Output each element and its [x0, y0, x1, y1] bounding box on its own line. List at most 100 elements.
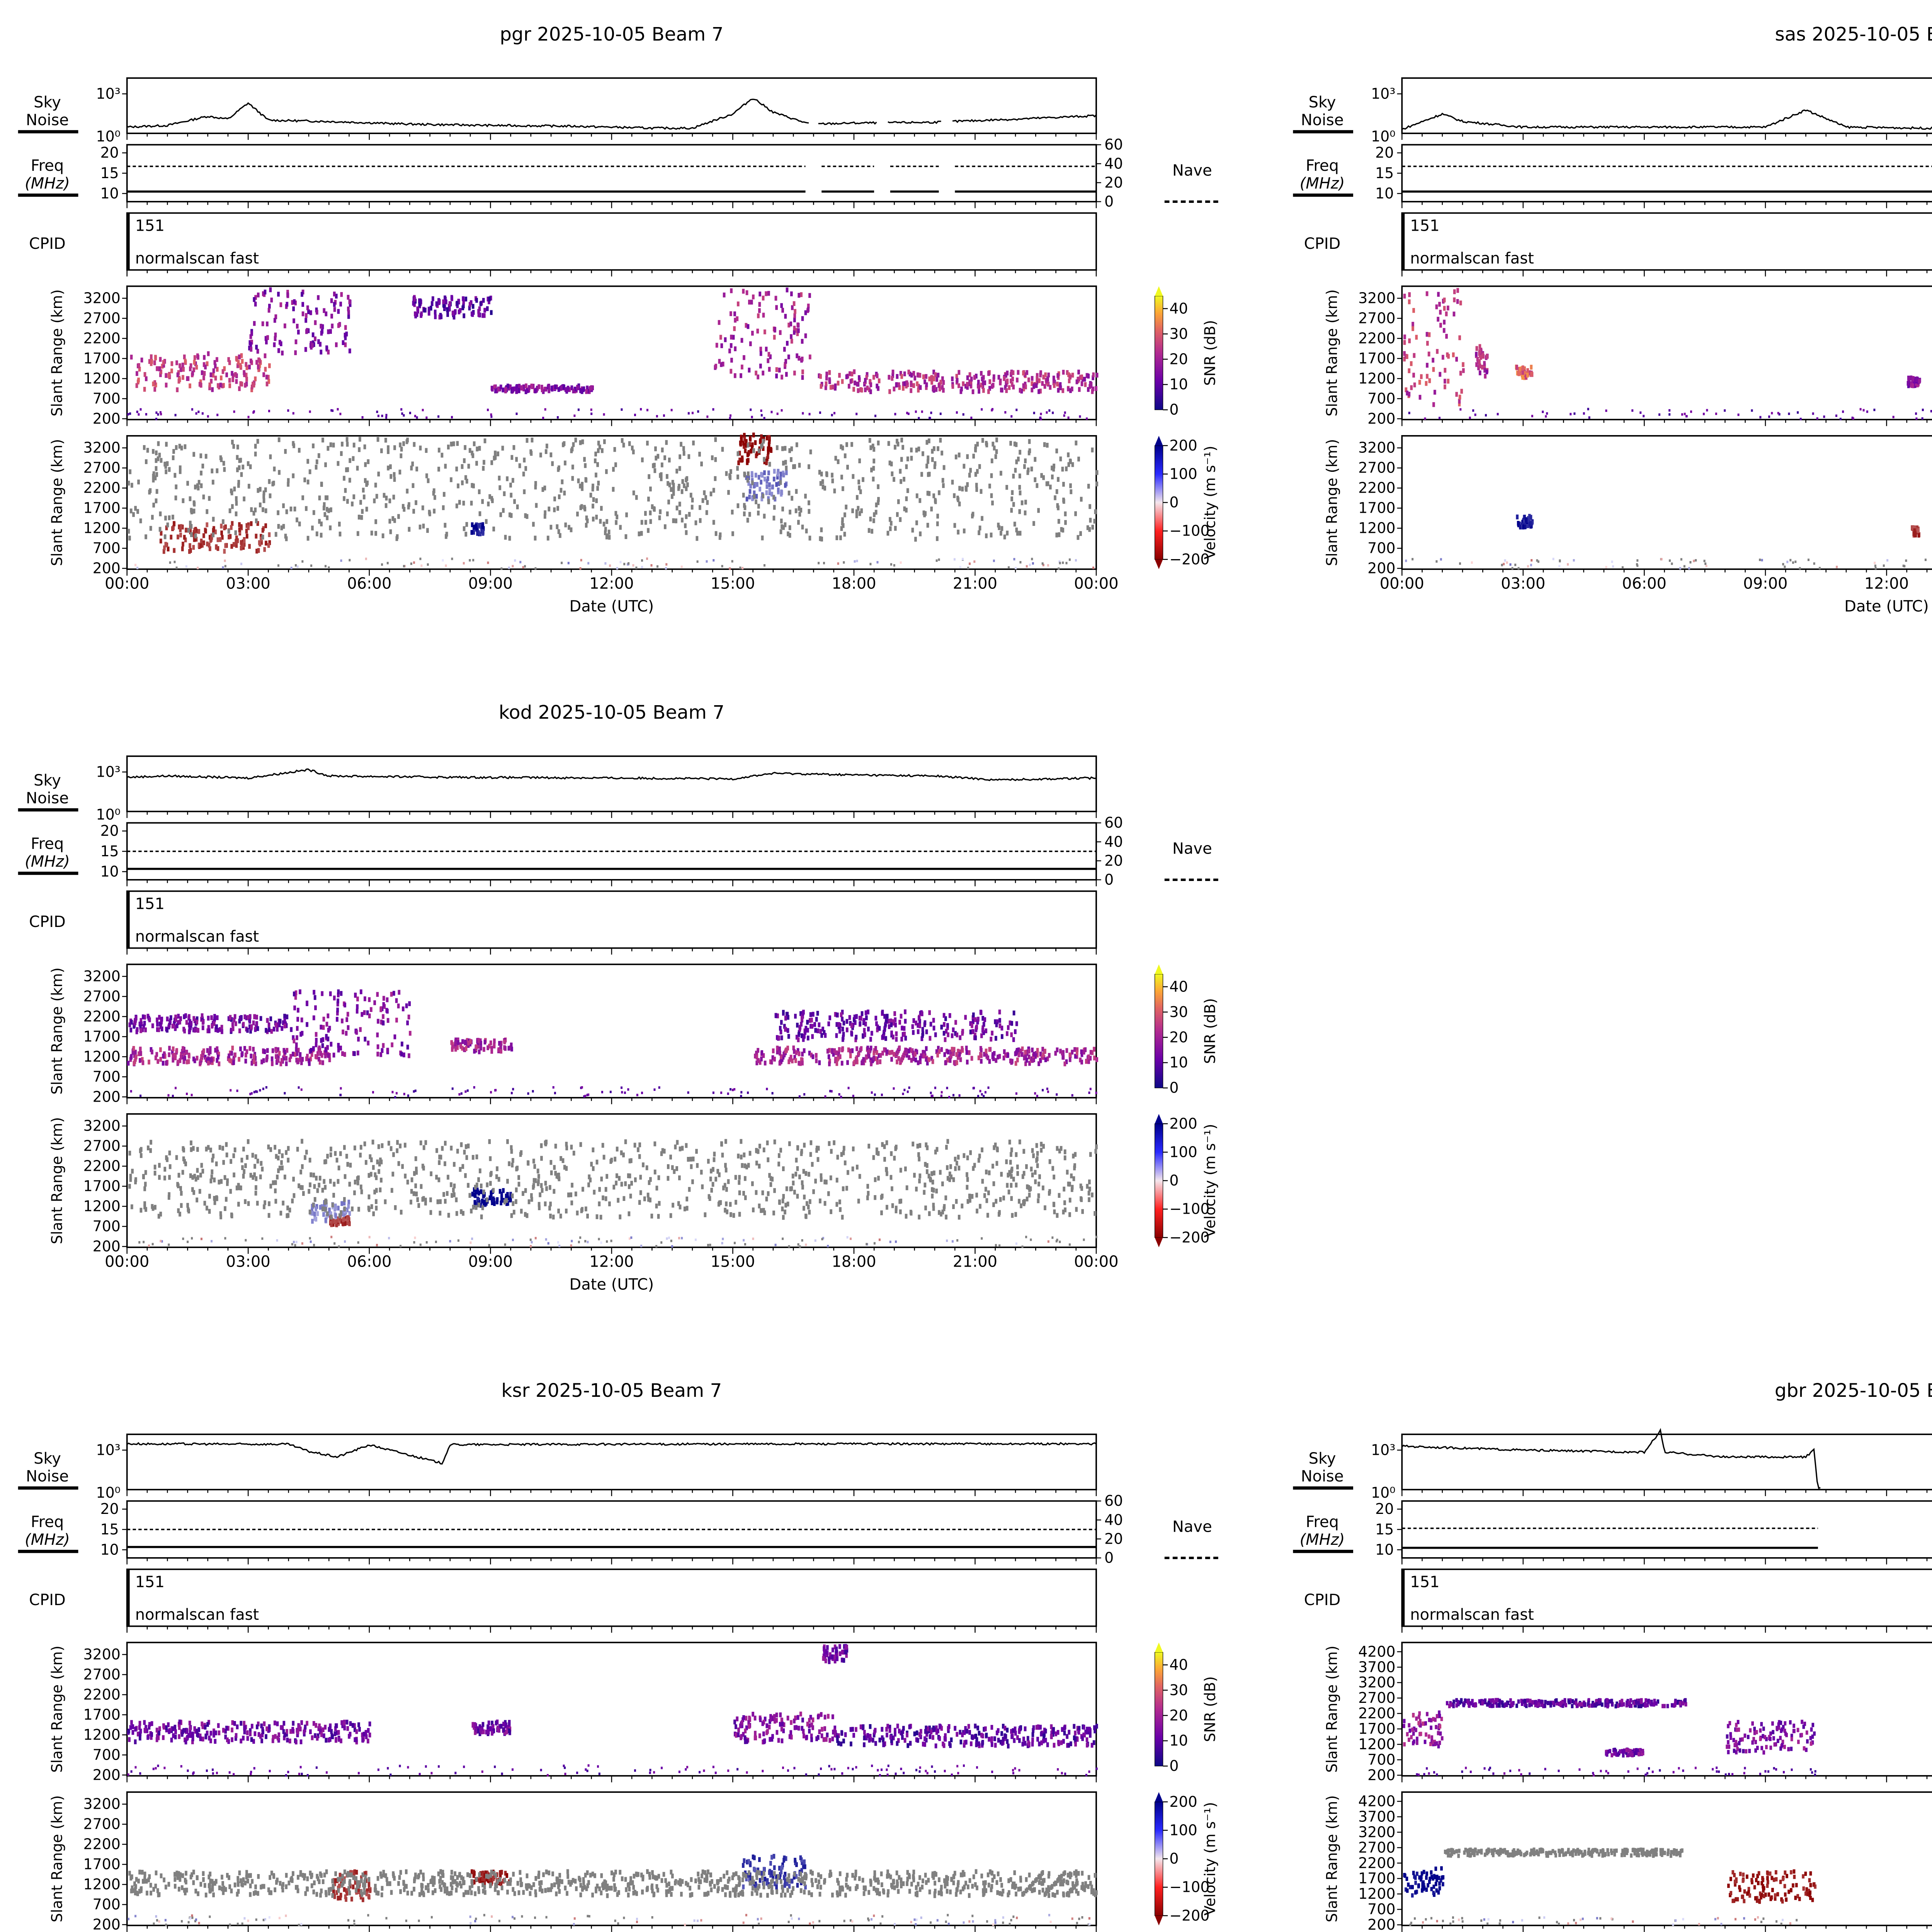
velocity-cell — [1524, 524, 1527, 529]
snr-cell — [748, 367, 751, 373]
velocity-cell — [1527, 565, 1529, 568]
velocity-cell — [190, 524, 193, 529]
velocity-cell — [1030, 466, 1033, 472]
velocity-cell — [743, 471, 746, 477]
velocity-cell — [632, 449, 635, 454]
velocity-cell — [602, 522, 605, 527]
velocity-cell — [701, 498, 704, 503]
snr-cell — [170, 368, 173, 374]
snr-cell — [966, 382, 969, 387]
velocity-cell — [760, 480, 763, 485]
velocity-cell — [376, 437, 379, 442]
snr-cell — [935, 387, 938, 392]
velocity-cell — [295, 564, 297, 567]
velocity-cell — [751, 442, 754, 447]
snr-cell — [544, 408, 546, 411]
snr-cell — [850, 371, 854, 377]
snr-cell — [157, 413, 159, 416]
velocity-cell — [282, 503, 285, 509]
velocity-cell — [700, 461, 703, 466]
snr-cell — [1035, 383, 1038, 388]
velocity-cell — [581, 482, 584, 487]
snr-cell — [1408, 391, 1411, 397]
velocity-cell — [471, 483, 474, 488]
snr-cell — [970, 417, 973, 419]
sky-tick-label: 10⁰ — [96, 128, 121, 145]
velocity-cell — [595, 498, 598, 503]
velocity-cell — [894, 526, 897, 531]
velocity-cell — [548, 506, 551, 512]
velocity-cell — [367, 459, 370, 464]
snr-cell — [1027, 377, 1030, 383]
velocity-cell — [607, 529, 611, 535]
velocity-cell — [388, 498, 391, 503]
snr-cell — [640, 408, 642, 411]
velocity-cell — [284, 449, 287, 454]
nave-tick-label: 20 — [1104, 174, 1123, 191]
velocity-cell — [179, 465, 182, 471]
snr-cell — [825, 376, 828, 381]
velocity-cell — [831, 478, 834, 483]
velocity-cell — [562, 442, 565, 447]
snr-cell — [333, 302, 336, 307]
velocity-cell — [875, 502, 878, 508]
velocity-cell — [262, 507, 264, 512]
snr-cell — [1408, 368, 1411, 373]
freq-tick-label: 20 — [100, 144, 119, 161]
nave-tick-label: 60 — [1104, 136, 1123, 153]
snr-cell — [182, 375, 184, 380]
snr-cell — [773, 335, 776, 340]
snr-cell — [385, 416, 388, 419]
snr-cell — [310, 1052, 313, 1057]
velocity-cell — [155, 472, 158, 477]
snr-cell — [1437, 316, 1440, 322]
velocity-cell — [190, 532, 193, 537]
velocity-cell — [597, 448, 600, 453]
snr-colorbar-label: SNR (dB) — [1201, 320, 1218, 386]
velocity-cell — [790, 446, 793, 451]
velocity-cell — [798, 463, 801, 468]
velocity-cell — [434, 495, 436, 500]
snr-cell — [245, 1049, 248, 1054]
velocity-cell — [415, 466, 418, 472]
velocity-cell — [1668, 559, 1671, 562]
velocity-cell — [961, 558, 964, 560]
snr-cell — [730, 288, 733, 293]
snr-cell — [138, 1051, 140, 1056]
snr-cell — [1866, 410, 1868, 413]
snr-cell — [1078, 376, 1080, 382]
velocity-cell — [1523, 515, 1526, 520]
velocity-cell — [659, 509, 662, 514]
velocity-cell — [1086, 525, 1089, 530]
velocity-cell — [594, 458, 597, 463]
velocity-cell — [941, 478, 944, 483]
velocity-cell — [647, 497, 650, 502]
velocity-cell — [198, 543, 201, 548]
velocity-cell — [1680, 558, 1682, 561]
snr-cell — [184, 359, 187, 364]
velocity-cell — [312, 510, 315, 515]
velocity-cell — [267, 543, 270, 548]
velocity-cell — [564, 522, 567, 527]
velocity-cell — [748, 442, 751, 447]
velocity-cell — [373, 498, 376, 503]
snr-cell — [740, 373, 742, 378]
velocity-cell — [818, 469, 821, 475]
velocity-cell — [381, 533, 384, 538]
velocity-cell — [558, 494, 561, 499]
snr-cell — [289, 1054, 292, 1059]
velocity-cell — [857, 480, 860, 485]
velocity-cell — [500, 567, 503, 570]
velocity-cell — [1053, 463, 1055, 469]
snr-cell — [1706, 409, 1708, 412]
snr-cell — [847, 384, 850, 389]
velocity-cell — [1504, 559, 1506, 562]
snr-cell — [941, 376, 944, 381]
velocity-cell — [189, 543, 191, 548]
velocity-cell — [781, 524, 783, 529]
snr-cell — [253, 297, 256, 302]
velocity-cell — [192, 530, 196, 535]
snr-cell — [254, 295, 257, 300]
snr-cell — [309, 1056, 312, 1061]
velocity-cell — [1528, 514, 1531, 519]
